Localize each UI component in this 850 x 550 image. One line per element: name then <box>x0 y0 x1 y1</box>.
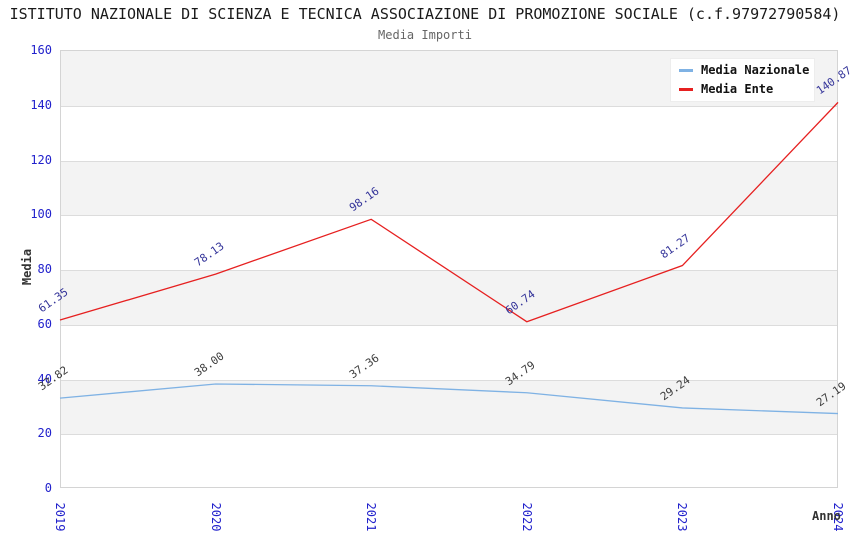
gridline <box>61 434 837 436</box>
gridline <box>61 215 837 217</box>
chart-title: ISTITUTO NAZIONALE DI SCIENZA E TECNICA … <box>9 5 841 23</box>
y-tick-label: 60 <box>37 316 52 331</box>
legend: Media Nazionale Media Ente <box>670 58 815 102</box>
y-tick-label: 0 <box>44 481 52 495</box>
x-tick-label: 2022 <box>519 502 534 532</box>
chart-subtitle: Media Importi <box>378 28 472 42</box>
media-nazionale-swatch-icon <box>679 69 693 72</box>
y-tick-label: 80 <box>37 262 52 276</box>
legend-item-media-ente: Media Ente <box>671 83 814 96</box>
gridline <box>61 105 837 107</box>
gridline <box>61 270 837 271</box>
y-tick-label: 140 <box>30 97 52 112</box>
x-tick-label: 2023 <box>675 502 690 532</box>
y-tick-label: 120 <box>30 152 52 167</box>
gridline <box>61 379 837 381</box>
plot-area <box>60 50 838 488</box>
y-tick-label: 160 <box>30 43 52 57</box>
plot-band <box>61 379 837 435</box>
legend-item-label: Media Ente <box>701 82 774 96</box>
x-tick-label: 2021 <box>364 502 379 532</box>
gridline <box>61 324 837 326</box>
gridline <box>61 160 837 162</box>
media-ente-swatch-icon <box>679 88 693 91</box>
y-tick-label: 20 <box>37 426 52 441</box>
legend-item-label: Media Nazionale <box>701 63 810 77</box>
x-axis-label: Anno <box>812 509 841 523</box>
y-tick-label: 40 <box>37 371 52 386</box>
x-tick-label: 2020 <box>208 502 223 532</box>
y-axis-label: Media <box>20 248 34 286</box>
y-tick-label: 100 <box>30 207 52 222</box>
x-tick-label: 2019 <box>53 502 67 532</box>
plot-band <box>61 160 837 216</box>
plot-band <box>61 270 837 325</box>
legend-item-media-nazionale: Media Nazionale <box>671 64 814 77</box>
